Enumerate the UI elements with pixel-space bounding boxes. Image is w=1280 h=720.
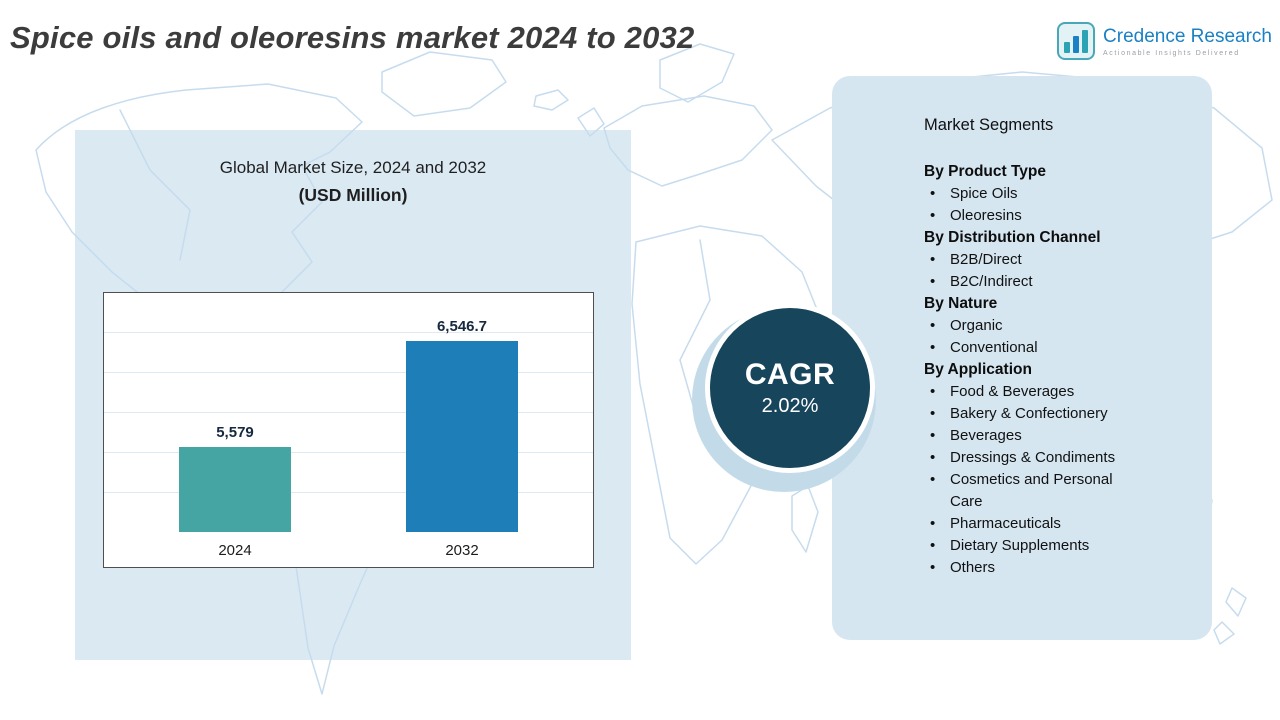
brand-logo: Credence Research Actionable Insights De… — [1057, 22, 1272, 60]
segment-item: Cosmetics and Personal Care — [924, 469, 1194, 513]
segment-item: B2B/Direct — [924, 249, 1194, 271]
x-axis-label-2032: 2032 — [445, 542, 479, 559]
segment-group-distribution-channel: By Distribution Channel B2B/Direct B2C/I… — [924, 227, 1194, 293]
market-segments-panel: Market Segments By Product Type Spice Oi… — [832, 76, 1212, 640]
segment-item: Beverages — [924, 425, 1194, 447]
bullet-icon — [924, 557, 950, 579]
chart-title-block: Global Market Size, 2024 and 2032 (USD M… — [75, 158, 631, 206]
segment-item: Conventional — [924, 337, 1194, 359]
bar-column-2032: 6,546.7 — [406, 318, 518, 532]
segment-group-title: By Nature — [924, 295, 998, 312]
bullet-icon — [924, 513, 950, 535]
market-segments-content: Market Segments By Product Type Spice Oi… — [924, 116, 1194, 579]
cagr-value: 2.02% — [761, 395, 819, 417]
bar-column-2024: 5,579 — [179, 424, 291, 532]
chart-title: Global Market Size, 2024 and 2032 — [219, 158, 487, 177]
segment-item: Oleoresins — [924, 205, 1194, 227]
bullet-icon — [924, 205, 950, 227]
bullet-icon — [924, 337, 950, 359]
segment-item: Bakery & Confectionery — [924, 403, 1194, 425]
bar-chart: 5,579 6,546.7 2024 2032 — [103, 292, 594, 568]
segment-item: Organic — [924, 315, 1194, 337]
bullet-icon — [924, 271, 950, 293]
bullet-icon — [924, 183, 950, 205]
logo-name: Credence Research — [1103, 25, 1272, 47]
x-axis-label-2024: 2024 — [218, 542, 252, 559]
bar-value-2032: 6,546.7 — [436, 318, 488, 335]
bar-2024 — [179, 447, 291, 532]
segment-group-title: By Product Type — [924, 163, 1047, 180]
cagr-label: CAGR — [744, 358, 836, 391]
chart-plot-area — [104, 293, 593, 532]
segment-item: Dietary Supplements — [924, 535, 1194, 557]
logo-tagline: Actionable Insights Delivered — [1103, 49, 1240, 57]
bullet-icon — [924, 315, 950, 337]
bullet-icon — [924, 249, 950, 271]
segment-group-application: By Application Food & Beverages Bakery &… — [924, 359, 1194, 579]
segment-item: Pharmaceuticals — [924, 513, 1194, 535]
logo-bar-chart-icon — [1057, 22, 1096, 60]
chart-subtitle: (USD Million) — [298, 185, 408, 205]
bar-2032 — [406, 341, 518, 532]
segment-group-title: By Application — [924, 361, 1032, 378]
segment-item: Dressings & Condiments — [924, 447, 1194, 469]
cagr-badge: CAGR 2.02% — [705, 303, 875, 473]
segment-item: Spice Oils — [924, 183, 1194, 205]
bullet-icon — [924, 425, 950, 447]
bullet-icon — [924, 381, 950, 403]
segment-item: Others — [924, 557, 1194, 579]
page-title: Spice oils and oleoresins market 2024 to… — [10, 20, 695, 55]
segment-item: B2C/Indirect — [924, 271, 1194, 293]
segment-group-nature: By Nature Organic Conventional — [924, 293, 1194, 359]
segment-group-product-type: By Product Type Spice Oils Oleoresins — [924, 161, 1194, 227]
logo-text: Credence Research Actionable Insights De… — [1103, 26, 1272, 57]
bullet-icon — [924, 447, 950, 469]
bar-value-2024: 5,579 — [216, 424, 254, 441]
segments-heading: Market Segments — [924, 116, 1054, 134]
bullet-icon — [924, 403, 950, 425]
bullet-icon — [924, 469, 950, 513]
segment-group-title: By Distribution Channel — [924, 229, 1101, 246]
segment-item: Food & Beverages — [924, 381, 1194, 403]
bullet-icon — [924, 535, 950, 557]
